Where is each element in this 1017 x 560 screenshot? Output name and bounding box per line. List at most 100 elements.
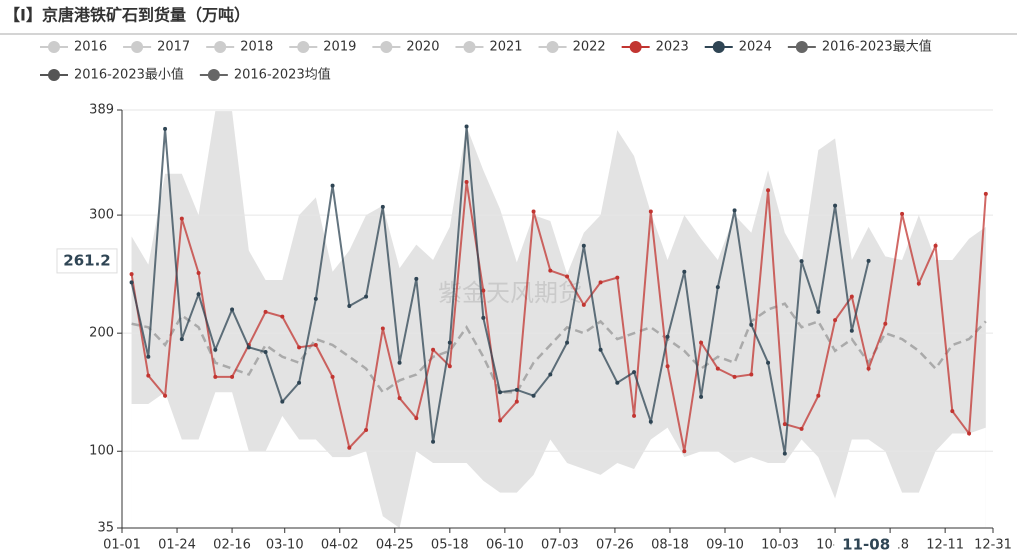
point bbox=[782, 422, 787, 427]
point bbox=[665, 334, 670, 339]
point bbox=[364, 294, 369, 299]
point bbox=[514, 387, 519, 392]
point bbox=[179, 216, 184, 221]
point bbox=[414, 276, 419, 281]
legend-label[interactable]: 2019 bbox=[323, 40, 356, 55]
legend-label[interactable]: 2018 bbox=[240, 40, 273, 55]
point bbox=[665, 364, 670, 369]
point bbox=[849, 294, 854, 299]
point bbox=[715, 285, 720, 290]
point bbox=[833, 318, 838, 323]
series-line bbox=[130, 181, 987, 452]
y-tick-label: 35 bbox=[97, 521, 114, 536]
point bbox=[699, 340, 704, 345]
point bbox=[414, 416, 419, 421]
point bbox=[230, 307, 235, 312]
point bbox=[598, 280, 603, 285]
point bbox=[447, 364, 452, 369]
point bbox=[213, 374, 218, 379]
legend-label[interactable]: 2020 bbox=[406, 40, 439, 55]
x-tick-label: 01-01 bbox=[103, 538, 141, 553]
legend-icon bbox=[131, 41, 144, 53]
point bbox=[816, 393, 821, 398]
point bbox=[347, 304, 352, 309]
x-tick-label: 02-16 bbox=[213, 538, 251, 553]
point bbox=[715, 366, 720, 371]
point bbox=[431, 439, 436, 444]
legend-label[interactable]: 2021 bbox=[489, 40, 522, 55]
legend-label[interactable]: 2024 bbox=[739, 40, 772, 55]
legend-icon bbox=[297, 41, 310, 53]
point bbox=[732, 208, 737, 213]
x-tick-label: 01-24 bbox=[158, 538, 196, 553]
point bbox=[967, 431, 972, 436]
point bbox=[749, 322, 754, 327]
legend-icon bbox=[629, 41, 642, 53]
point bbox=[380, 204, 385, 209]
point bbox=[179, 337, 184, 342]
pointer-x-box bbox=[834, 533, 899, 557]
point bbox=[464, 124, 469, 129]
legend-label[interactable]: 2023 bbox=[656, 40, 689, 55]
point bbox=[280, 399, 285, 404]
x-tick-label: 05-18 bbox=[431, 538, 469, 553]
point bbox=[900, 211, 905, 216]
point bbox=[581, 243, 586, 248]
band-min bbox=[131, 392, 986, 528]
point bbox=[514, 399, 519, 404]
x-tick-label: 06-10 bbox=[486, 538, 524, 553]
legend-label[interactable]: 2016-2023均值 bbox=[234, 67, 331, 83]
x-tick-label: 10-03 bbox=[761, 538, 799, 553]
point bbox=[632, 370, 637, 375]
point bbox=[196, 292, 201, 297]
point bbox=[849, 328, 854, 333]
point bbox=[598, 347, 603, 352]
x-tick-label: 03-10 bbox=[266, 538, 304, 553]
point bbox=[347, 445, 352, 450]
point bbox=[263, 309, 268, 314]
point bbox=[799, 259, 804, 264]
legend-icon bbox=[795, 41, 808, 53]
y-tick-label: 389 bbox=[89, 103, 114, 118]
point bbox=[146, 373, 151, 378]
legend-label[interactable]: 2016-2023最大值 bbox=[822, 39, 932, 55]
point bbox=[163, 393, 168, 398]
legend-label[interactable]: 2017 bbox=[157, 40, 190, 55]
point bbox=[447, 340, 452, 345]
legend-icon bbox=[48, 69, 60, 81]
point bbox=[129, 280, 134, 285]
point bbox=[548, 268, 553, 273]
legend-icon bbox=[48, 41, 60, 53]
point bbox=[548, 372, 553, 377]
x-tick-label: 09-10 bbox=[706, 538, 744, 553]
point bbox=[464, 180, 469, 185]
x-tick-label: 07-03 bbox=[541, 538, 579, 553]
x-tick-label: 04-25 bbox=[376, 538, 414, 553]
point bbox=[866, 366, 871, 371]
legend-icon bbox=[380, 41, 393, 53]
point bbox=[782, 451, 787, 456]
x-tick-label: 12-11 bbox=[926, 538, 964, 553]
point bbox=[648, 209, 653, 214]
pointer-y-box bbox=[56, 248, 118, 274]
point bbox=[632, 413, 637, 418]
point bbox=[983, 191, 988, 196]
legend-label[interactable]: 2016 bbox=[74, 40, 107, 55]
legend-label[interactable]: 2016-2023最小值 bbox=[74, 67, 184, 83]
point bbox=[280, 314, 285, 319]
point bbox=[816, 309, 821, 314]
point bbox=[364, 427, 369, 432]
point bbox=[648, 419, 653, 424]
y-tick-label: 300 bbox=[89, 208, 114, 223]
point bbox=[615, 380, 620, 385]
point bbox=[766, 360, 771, 365]
x-tick-label: 12-31 bbox=[974, 538, 1012, 553]
point bbox=[531, 393, 536, 398]
legend-icon bbox=[712, 41, 725, 53]
point bbox=[833, 203, 838, 208]
legend-icon bbox=[463, 41, 476, 53]
legend-label[interactable]: 2022 bbox=[573, 40, 606, 55]
point bbox=[581, 302, 586, 307]
point bbox=[866, 258, 871, 263]
